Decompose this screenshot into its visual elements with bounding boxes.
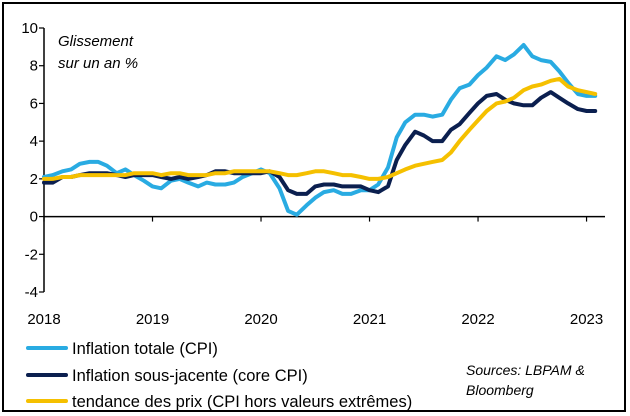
source-note-line-1: Sources: LBPAM & bbox=[466, 362, 585, 378]
legend-label-3: tendance des prix (CPI hors valeurs extr… bbox=[72, 393, 412, 411]
x-axis: 2018 2019 2020 2021 2022 2023 bbox=[27, 215, 605, 328]
source-note-line-2: Bloomberg bbox=[466, 382, 534, 398]
y-tick-label: 10 bbox=[21, 20, 38, 37]
chart-annotation-line-2: sur un an % bbox=[58, 55, 138, 72]
chart-annotation-line-1: Glissement bbox=[58, 33, 134, 50]
legend-label-1: Inflation totale (CPI) bbox=[72, 340, 218, 358]
series-line-3 bbox=[42, 76, 598, 181]
legend: Inflation totale (CPI) Inflation sous-jac… bbox=[26, 340, 412, 411]
x-tick-label: 2022 bbox=[461, 311, 494, 328]
y-tick-label: 2 bbox=[30, 171, 38, 188]
x-tick-label: 2023 bbox=[570, 311, 603, 328]
y-tick-label: 6 bbox=[30, 95, 38, 112]
y-axis: 10 8 6 4 2 0 -2 -4 bbox=[21, 20, 45, 301]
chart-frame bbox=[2, 2, 626, 412]
y-tick-label: 4 bbox=[30, 133, 38, 150]
series-layer bbox=[42, 43, 598, 217]
x-tick-label: 2018 bbox=[27, 311, 60, 328]
y-tick-label: -4 bbox=[25, 284, 38, 301]
series-line-2 bbox=[42, 90, 598, 196]
x-tick-label: 2020 bbox=[244, 311, 277, 328]
y-tick-label: 8 bbox=[30, 58, 38, 75]
x-tick-label: 2021 bbox=[353, 311, 386, 328]
legend-label-2: Inflation sous-jacente (core CPI) bbox=[72, 367, 308, 385]
x-tick-label: 2019 bbox=[136, 311, 169, 328]
y-tick-label: -2 bbox=[25, 246, 38, 263]
y-tick-label: 0 bbox=[30, 209, 38, 226]
